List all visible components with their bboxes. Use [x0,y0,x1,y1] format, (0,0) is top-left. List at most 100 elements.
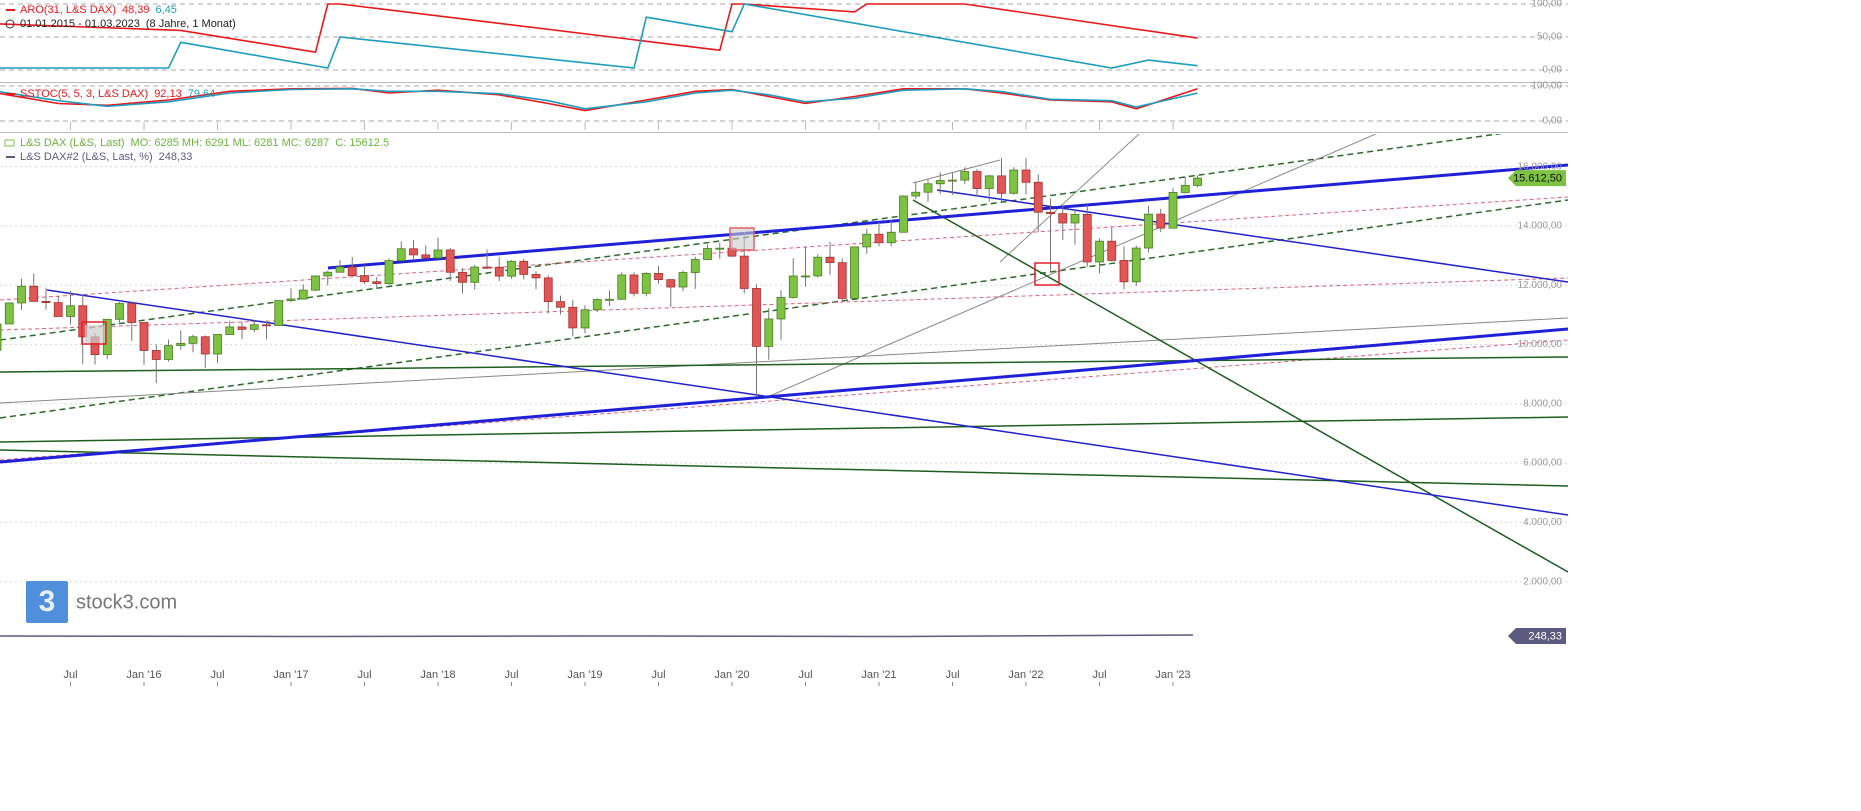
candle-body [421,254,431,259]
period-length: (8 Jahre, 1 Monat) [146,18,236,30]
y-tick-label: 0,00 [1543,116,1563,127]
candle-body [813,256,823,277]
dax2-line [0,634,1194,638]
candle-body [470,266,480,283]
candle-body [690,259,700,273]
legend-title: L&S DAX (L&S, Last) [20,137,125,149]
candle-body [568,306,578,329]
trend-line [327,163,1568,270]
candle-body [409,248,418,256]
candle-body [237,326,247,330]
candle-body [115,303,124,320]
candle-body [482,266,492,269]
candle-body [788,275,798,298]
candle-body [948,179,957,182]
candle-body [1095,240,1104,263]
legend-title: L&S DAX#2 (L&S, Last, %) [20,151,153,163]
candle-body [213,334,222,355]
candle-body [666,279,676,288]
last-price-badge [1508,170,1566,187]
indicator-line [0,87,1198,110]
x-tick-label: Jul [504,669,518,681]
candle-body [923,183,933,193]
candle-body [1193,177,1202,186]
trend-line [0,327,1568,464]
candle-body [1180,185,1190,193]
candle-body [678,272,688,288]
candle-body [764,318,774,347]
x-tick-label: Jan '16 [126,669,161,681]
marker-box [85,325,105,343]
legend-title: SSTOC(5, 5, 3, L&S DAX) [20,88,148,100]
y-tick-label: 0,00 [1543,65,1563,76]
candle-body [886,231,896,244]
candle-body [1070,214,1080,224]
y-tick-label: 100,00 [1531,81,1562,92]
candle-body [53,302,63,317]
y-tick-label: 4.000,00 [1523,517,1562,528]
x-tick-label: Jan '19 [567,669,602,681]
y-tick-label: 10.000,00 [1518,339,1563,350]
indicator-line [0,3,1198,54]
candle-body [29,285,39,302]
candle-body [592,299,602,311]
candle-body [0,323,2,351]
candle-body [335,266,345,273]
candle-body [445,249,455,273]
candle-body [543,277,553,303]
candle-body [935,180,945,185]
candle-body [629,274,639,294]
candle-body [972,171,982,189]
y-tick-label: 50,00 [1537,32,1562,43]
candle-body [347,266,357,276]
candle-body [1082,214,1092,263]
y-tick-label: 2.000,00 [1523,576,1562,587]
trend-line [764,134,1377,399]
trend-line [912,159,1001,184]
x-tick-label: Jan '20 [714,669,749,681]
candle-body [519,260,529,275]
candle-body [323,271,333,277]
candle-body [433,249,443,259]
candle-body [580,309,590,329]
candle-body [176,342,186,346]
clock-icon [5,19,15,29]
candle-body [1046,211,1055,215]
trend-line [0,134,1504,341]
candle-body [1144,213,1153,249]
candle-body [17,285,26,304]
candle-body [617,274,627,300]
marker-box [1034,262,1060,286]
last-price-label: 15.612,50 [1513,173,1562,185]
candle-body [372,281,382,284]
candle-body [899,195,908,233]
candle-body [225,326,235,335]
y-tick-label: 100,00 [1531,0,1562,10]
legend-title: ARO(31, L&S DAX) [20,4,116,16]
candle-body [396,248,406,262]
candle-body [862,233,872,248]
legend-value: 92,13 [154,88,182,100]
candle-body [1033,181,1043,213]
grid-layer [0,3,1568,583]
legend-swatch [4,139,15,147]
legend-value: 48,39 [122,4,150,16]
candle-body [825,256,835,264]
candle-body [151,350,161,360]
candle-body [494,266,504,277]
trend-line [0,317,1568,404]
trend-line [0,356,1568,373]
candle-body [654,272,663,281]
candle-body [139,322,149,351]
dax2-badge [1508,628,1566,644]
period: 01.01.2015 - 01.03.2023 [20,18,140,30]
x-tick-label: Jan '17 [273,669,308,681]
indicator-line [0,87,1198,112]
x-tick-label: Jul [798,669,812,681]
candle-body [960,171,970,181]
legend-close: C: 15612.5 [335,137,389,149]
candle-body [874,233,884,244]
candle-body [997,175,1006,194]
